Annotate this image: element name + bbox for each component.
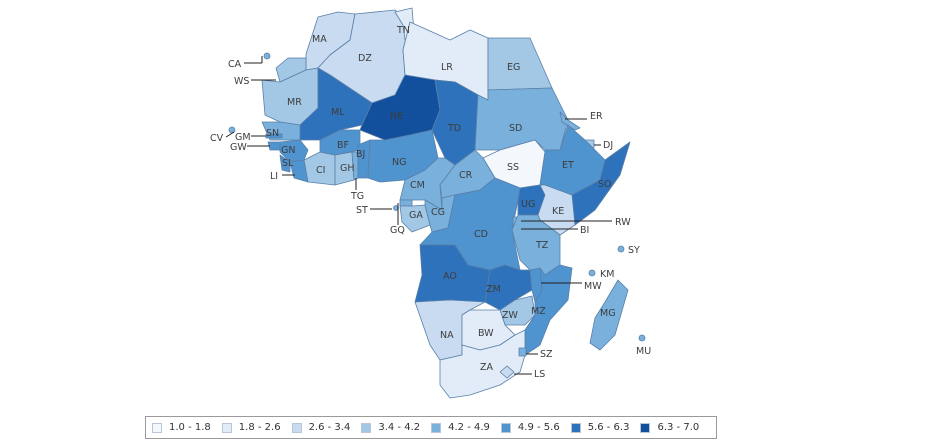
label-LS: LS [534,369,545,380]
country-SZ[interactable] [518,347,527,357]
country-SO[interactable] [571,141,631,226]
country-MU[interactable] [638,334,646,342]
legend-item: 4.9 - 5.6 [500,422,560,433]
label-ER: ER [590,111,603,122]
label-SZ: SZ [540,349,553,360]
country-SL[interactable] [279,154,291,173]
legend-label: 5.6 - 6.3 [587,422,630,433]
legend-swatch [152,422,162,433]
country-CA[interactable] [263,52,271,60]
legend-swatch [221,422,232,433]
legend-label: 4.9 - 5.6 [517,422,560,433]
legend-item: 3.4 - 4.2 [361,422,420,433]
country-GM[interactable] [265,133,283,139]
country-GQ[interactable] [399,199,413,207]
legend-item: 6.3 - 7.0 [640,422,699,433]
label-GM: GM [235,132,251,143]
legend-swatch [500,422,511,433]
legend-label: 1.0 - 1.8 [169,422,211,433]
label-BI: BI [580,225,589,236]
label-ST: ST [356,205,368,216]
legend-item: 5.6 - 6.3 [570,422,630,433]
label-MW: MW [584,281,602,292]
legend-swatch [361,422,372,433]
map-legend: 1.0 - 1.8 1.8 - 2.6 2.6 - 3.4 3.4 - 4.2 … [145,416,717,439]
label-KM: KM [600,269,614,280]
label-CV: CV [210,133,224,144]
country-ZA[interactable] [439,329,526,399]
legend-label: 6.3 - 7.0 [657,422,700,433]
legend-item: 1.8 - 2.6 [221,422,281,433]
label-SY: SY [628,245,640,256]
label-GW: GW [230,142,247,153]
legend-swatch [291,422,302,433]
country-SD[interactable] [474,87,569,151]
legend-swatch [431,422,442,433]
legend-item: 4.2 - 4.9 [431,422,490,433]
country-CI[interactable] [303,151,336,186]
legend-item: 1.0 - 1.8 [152,422,211,433]
legend-item: 2.6 - 3.4 [291,422,351,433]
label-TG: TG [350,191,364,202]
legend-label: 4.2 - 4.9 [448,422,490,433]
label-GQ: GQ [390,225,405,236]
label-WS: WS [234,76,249,87]
legend-swatch [640,422,651,433]
country-TD[interactable] [431,79,479,166]
country-LS[interactable] [499,365,515,379]
label-DJ: DJ [603,140,613,151]
legend-label: 1.8 - 2.6 [238,422,281,433]
country-SY[interactable] [617,245,625,253]
legend-label: 2.6 - 3.4 [308,422,351,433]
country-MG[interactable] [589,279,629,351]
legend-swatch [570,422,581,433]
country-GH[interactable] [334,151,355,186]
label-MU: MU [636,346,651,357]
label-RW: RW [615,217,631,228]
africa-map: MA DZ TN LR EG MR ML NE TD SD SS ET SO S… [210,7,651,399]
country-WS[interactable] [275,57,307,83]
country-EG[interactable] [487,37,553,91]
legend-label: 3.4 - 4.2 [378,422,421,433]
country-KM[interactable] [588,269,596,277]
label-CA: CA [228,59,242,70]
label-LI: LI [270,171,278,182]
